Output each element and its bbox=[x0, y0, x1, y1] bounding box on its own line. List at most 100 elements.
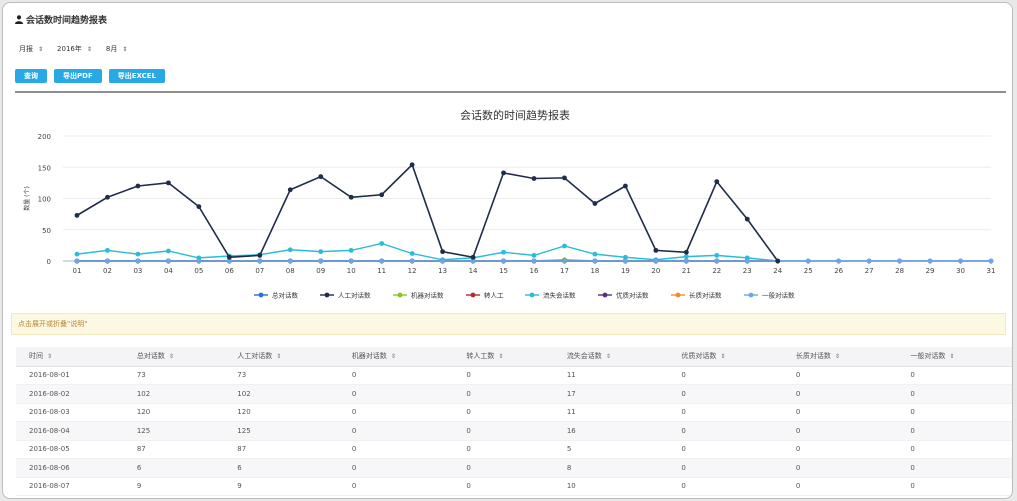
table-row: 2016-08-03 120 120 0 0 11 0 0 0 bbox=[16, 403, 1012, 422]
data-point bbox=[683, 258, 689, 264]
table-cell: 11 bbox=[553, 403, 669, 422]
data-point bbox=[105, 194, 110, 200]
data-point bbox=[592, 258, 598, 264]
table-row: 2016-08-07 9 9 0 0 10 0 0 0 bbox=[16, 477, 1012, 496]
data-point bbox=[196, 258, 202, 264]
legend-item[interactable]: 一般对话数 bbox=[744, 291, 795, 300]
data-point bbox=[744, 216, 750, 222]
notice-bar[interactable]: 点击展开或折叠"说明" bbox=[11, 313, 1006, 335]
column-header[interactable]: 长质对话数 ⇕ bbox=[782, 347, 898, 367]
table-cell: 102 bbox=[123, 384, 225, 404]
y-tick-label: 150 bbox=[38, 164, 51, 172]
legend-item[interactable]: 机器对话数 bbox=[393, 291, 444, 300]
column-header[interactable]: 流失会话数 ⇕ bbox=[553, 347, 669, 367]
sort-icon[interactable]: ⇕ bbox=[605, 353, 611, 361]
data-point bbox=[166, 248, 171, 254]
series-line bbox=[76, 242, 778, 262]
data-point bbox=[866, 258, 872, 264]
table-cell: 2016-08-05 bbox=[16, 440, 124, 459]
legend-item[interactable]: 长质对话数 bbox=[671, 291, 722, 300]
x-tick-label: 31 bbox=[987, 267, 996, 275]
x-tick-label: 15 bbox=[499, 267, 508, 275]
table-row: 2016-08-05 87 87 0 0 5 0 0 0 bbox=[16, 440, 1012, 459]
column-header[interactable]: 优质对话数 ⇕ bbox=[668, 347, 783, 367]
period-select[interactable]: 月报 ⇕ bbox=[17, 43, 45, 55]
sort-icon[interactable]: ⇕ bbox=[47, 353, 53, 361]
table-cell: 9 bbox=[123, 477, 225, 496]
column-header[interactable]: 一般对话数 ⇕ bbox=[897, 347, 1012, 367]
export-pdf-button[interactable]: 导出PDF bbox=[54, 69, 102, 83]
table-cell: 6 bbox=[224, 458, 339, 478]
query-button[interactable]: 查询 bbox=[15, 69, 47, 83]
legend-item[interactable]: 人工对话数 bbox=[320, 291, 371, 300]
table-cell: 0 bbox=[897, 477, 1012, 496]
sort-icon[interactable]: ⇕ bbox=[498, 353, 504, 361]
x-tick-label: 27 bbox=[865, 267, 874, 275]
series-line bbox=[76, 163, 779, 262]
sort-icon[interactable]: ⇕ bbox=[276, 353, 282, 361]
user-icon bbox=[15, 15, 23, 24]
data-point bbox=[683, 254, 689, 260]
column-header[interactable]: 时间 ⇕ bbox=[16, 347, 124, 367]
table-cell: 0 bbox=[453, 477, 554, 496]
column-header[interactable]: 人工对话数 ⇕ bbox=[224, 347, 339, 367]
legend-label: 转人工 bbox=[484, 291, 504, 300]
table-cell: 0 bbox=[668, 477, 783, 496]
x-tick-label: 11 bbox=[377, 267, 386, 275]
data-point bbox=[105, 258, 110, 264]
legend-item[interactable]: 优质对话数 bbox=[598, 291, 649, 300]
report-header: 会话数时间趋势报表 bbox=[15, 13, 107, 26]
x-tick-label: 19 bbox=[621, 267, 630, 275]
x-tick-label: 12 bbox=[408, 267, 417, 275]
y-tick-label: 0 bbox=[47, 258, 51, 266]
sort-icon[interactable]: ⇕ bbox=[834, 353, 840, 361]
year-select[interactable]: 2016年 ⇕ bbox=[55, 43, 94, 55]
data-point bbox=[531, 258, 537, 264]
column-header[interactable]: 转人工数 ⇕ bbox=[453, 347, 554, 367]
table-cell: 87 bbox=[224, 440, 339, 459]
data-point bbox=[562, 243, 567, 249]
x-tick-label: 30 bbox=[956, 267, 965, 275]
table-cell: 0 bbox=[338, 458, 454, 478]
table-row: 2016-08-01 73 73 0 0 11 0 0 0 bbox=[16, 366, 1012, 385]
table-cell: 0 bbox=[453, 421, 554, 441]
data-point bbox=[135, 251, 141, 257]
x-tick-label: 23 bbox=[743, 267, 752, 275]
sort-icon[interactable]: ⇕ bbox=[949, 353, 955, 361]
table-cell: 0 bbox=[338, 403, 454, 422]
y-axis-label: 数量 (个) bbox=[23, 186, 31, 211]
data-point bbox=[653, 258, 659, 264]
x-tick-label: 24 bbox=[773, 267, 782, 275]
table-cell: 102 bbox=[224, 384, 339, 404]
table-cell: 0 bbox=[338, 421, 454, 441]
month-select[interactable]: 8月 ⇕ bbox=[104, 43, 130, 55]
x-tick-label: 26 bbox=[834, 267, 843, 275]
column-header-label: 总对话数 bbox=[136, 352, 165, 361]
sort-icon[interactable]: ⇕ bbox=[168, 353, 174, 361]
column-header-label: 人工对话数 bbox=[237, 352, 273, 361]
filter-bar: 月报 ⇕ 2016年 ⇕ 8月 ⇕ bbox=[17, 43, 129, 55]
export-excel-button[interactable]: 导出EXCEL bbox=[108, 69, 166, 83]
x-tick-label: 09 bbox=[316, 267, 325, 275]
table-cell: 120 bbox=[123, 403, 225, 422]
data-point bbox=[501, 249, 506, 255]
y-tick-label: 50 bbox=[42, 227, 51, 235]
legend-item[interactable]: 转人工 bbox=[466, 291, 504, 300]
sort-icon[interactable]: ⇕ bbox=[390, 353, 396, 361]
data-point bbox=[257, 252, 263, 258]
legend-item[interactable]: 总对话数 bbox=[254, 291, 299, 300]
x-tick-label: 28 bbox=[895, 267, 904, 275]
data-point bbox=[348, 194, 354, 200]
column-header[interactable]: 总对话数 ⇕ bbox=[123, 347, 225, 367]
legend-label: 一般对话数 bbox=[762, 291, 795, 300]
data-point bbox=[74, 212, 80, 218]
up-down-caret-icon: ⇕ bbox=[38, 45, 44, 53]
legend-item[interactable]: 流失会话数 bbox=[525, 291, 576, 300]
data-point bbox=[805, 258, 811, 264]
table-cell: 0 bbox=[782, 421, 898, 441]
legend-swatch-dot bbox=[675, 292, 681, 298]
column-header[interactable]: 机器对话数 ⇕ bbox=[338, 347, 454, 367]
sort-icon[interactable]: ⇕ bbox=[720, 353, 726, 361]
table-cell: 0 bbox=[897, 403, 1012, 422]
x-tick-label: 13 bbox=[438, 267, 447, 275]
